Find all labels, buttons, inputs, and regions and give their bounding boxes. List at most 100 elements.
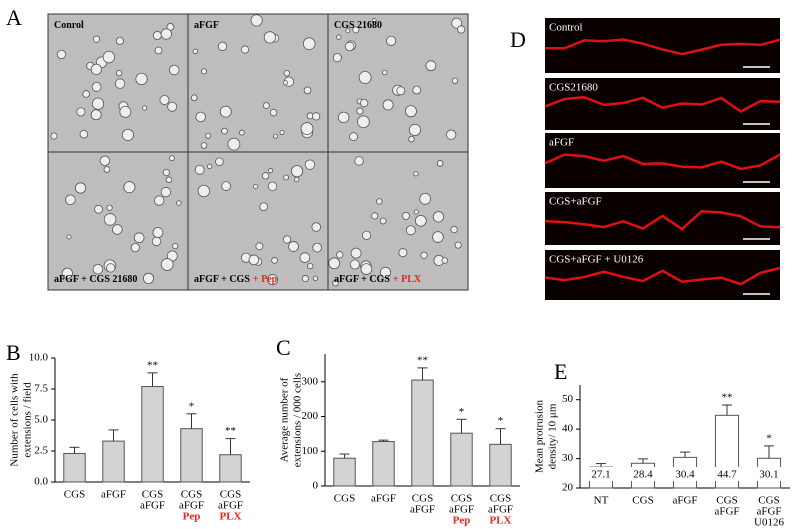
charts: B Number of cells with extensions / field 0… <box>6 335 790 529</box>
cell <box>414 214 427 227</box>
cell <box>205 132 212 139</box>
cell <box>200 142 208 149</box>
panel-letter: D <box>510 27 526 52</box>
bar <box>141 386 164 483</box>
cell <box>106 204 113 211</box>
cell <box>349 259 360 270</box>
y-axis-label: extensions / 000 cells <box>292 373 304 467</box>
bar <box>63 452 86 483</box>
x-tick-label: aFGF <box>179 500 204 512</box>
cell <box>121 128 134 141</box>
fluorescence-image <box>545 192 780 245</box>
panel-letter: C <box>276 335 291 360</box>
x-tick-label: aFGF <box>218 500 243 512</box>
x-tick-label: CGS <box>412 493 433 505</box>
image-label: aFGF + CGS + Pep <box>194 274 278 285</box>
cell <box>282 80 288 86</box>
image-label: CGS 21680 <box>334 20 382 31</box>
label-suffix: + PLX <box>393 274 422 285</box>
cell <box>450 225 458 234</box>
significance: * <box>498 415 504 427</box>
cell <box>282 235 292 244</box>
image-label: aFGF + CGS 21680 <box>54 274 137 285</box>
y-tick-label: 0.0 <box>34 476 48 488</box>
x-tick-label: aFGF <box>140 500 165 512</box>
cell <box>221 127 228 135</box>
cell <box>311 222 321 232</box>
dendrite <box>544 95 781 113</box>
value-box <box>587 467 615 481</box>
cell <box>160 258 174 271</box>
bar <box>219 454 242 483</box>
value-label: 44.7 <box>717 469 737 481</box>
significance: ** <box>225 425 236 437</box>
cell <box>169 64 180 76</box>
label-text: aFGF + CGS <box>194 274 250 285</box>
cell <box>74 182 87 194</box>
cell <box>200 68 207 75</box>
cell <box>345 28 351 34</box>
dendrite <box>544 266 781 286</box>
dendrite <box>544 153 781 171</box>
fluorescence-image <box>545 18 780 73</box>
cell <box>405 225 416 236</box>
cell <box>386 35 397 46</box>
cell <box>441 257 449 264</box>
cell <box>432 211 445 223</box>
cell <box>408 123 422 136</box>
cell <box>398 248 408 258</box>
y-tick-label: 30 <box>562 452 574 464</box>
x-tick-label: NT <box>594 495 609 507</box>
significance: * <box>189 400 195 412</box>
value-box <box>629 467 657 481</box>
image-label: CGS21680 <box>549 82 598 94</box>
image-label: Control <box>549 22 583 34</box>
cell <box>151 236 162 247</box>
y-axis-label: density/ 10 μm <box>547 403 559 469</box>
cell <box>261 172 270 180</box>
cell <box>115 69 123 77</box>
cell <box>194 164 205 175</box>
cell <box>360 98 369 108</box>
cell <box>154 46 163 55</box>
cell <box>192 48 199 54</box>
cell <box>312 112 321 121</box>
x-tick-label: aFGF <box>672 495 697 507</box>
label-text: aFGF + CGS <box>334 274 390 285</box>
cell <box>168 155 175 162</box>
x-tick-label: aFGF <box>488 504 513 516</box>
y-tick-label: 300 <box>302 375 319 387</box>
cell <box>344 41 355 52</box>
cell <box>56 49 67 60</box>
significance: * <box>459 406 465 418</box>
cell <box>436 160 444 167</box>
cell <box>152 227 164 238</box>
cell <box>259 202 269 212</box>
x-tick-label: aFGF <box>714 506 739 518</box>
cell <box>90 63 102 75</box>
cell <box>354 156 364 166</box>
cell <box>336 251 344 259</box>
image-label: CGS+aFGF <box>549 196 602 208</box>
cell <box>371 212 379 220</box>
cell <box>91 82 102 92</box>
x-tick-label: PLX <box>220 511 242 523</box>
significance: ** <box>722 392 733 404</box>
cell <box>382 69 388 76</box>
bar <box>180 428 203 483</box>
cell <box>432 231 444 243</box>
x-tick-label: CGS <box>142 489 163 501</box>
cell <box>356 107 364 115</box>
cell <box>312 275 319 281</box>
image-label: aFGF <box>549 137 574 149</box>
cell <box>238 129 245 136</box>
x-tick-label: CGS <box>490 493 511 505</box>
image-label: aFGF <box>194 20 219 31</box>
cell <box>361 230 372 240</box>
y-tick-label: 200 <box>302 410 319 422</box>
cell <box>135 72 148 86</box>
cell <box>269 108 278 117</box>
cell <box>103 166 111 173</box>
micrographs: Conrol aFGF CGS 21680 aFGF + CGS 21680 aFGF … <box>47 13 781 300</box>
cell <box>263 31 276 44</box>
